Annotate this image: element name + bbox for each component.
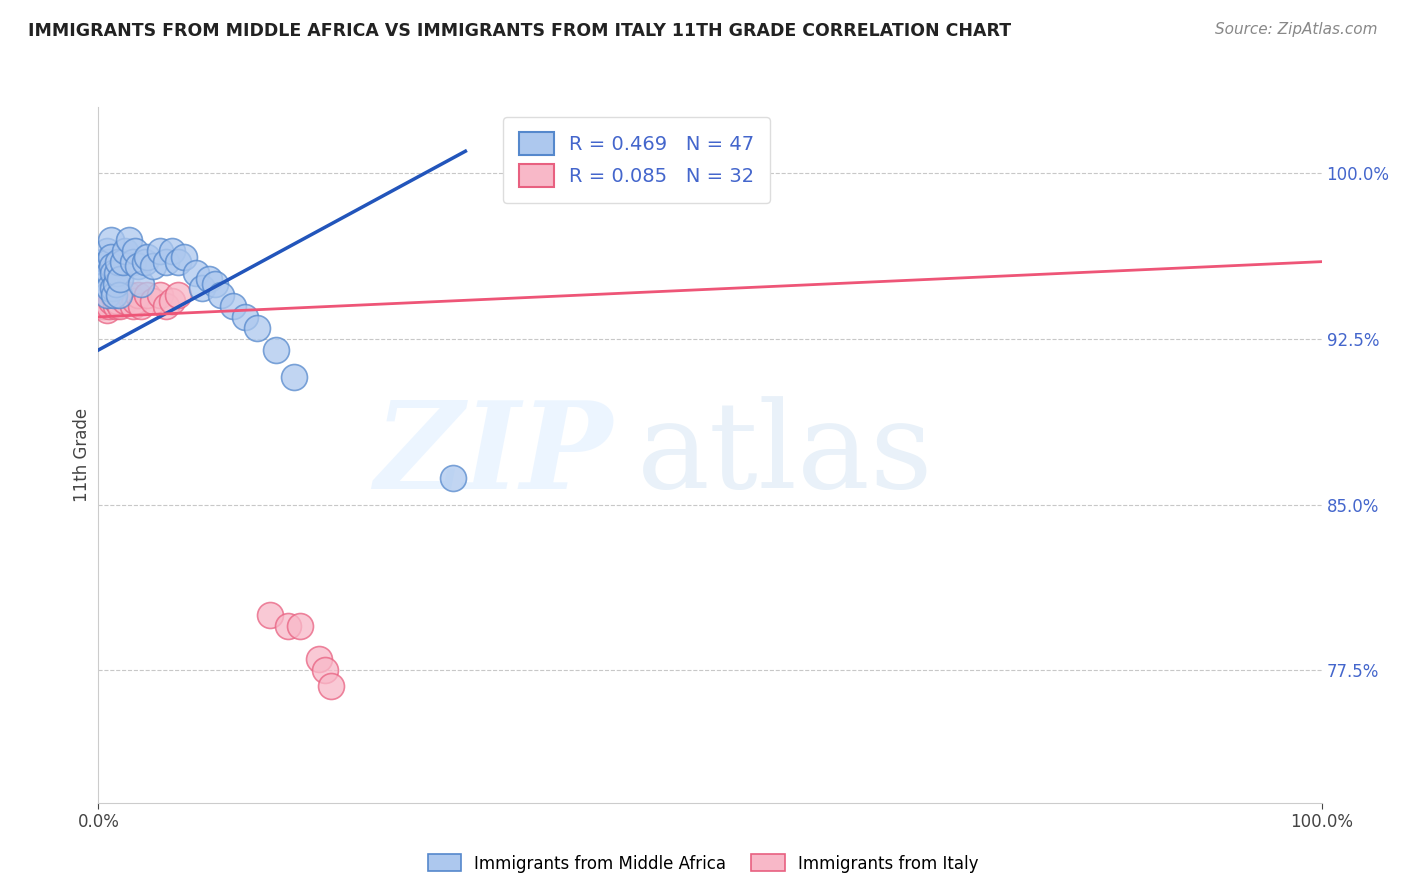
Point — [209, 287, 232, 301]
Point — [114, 244, 136, 258]
Point — [108, 287, 131, 301]
Point — [96, 287, 118, 301]
Point — [97, 287, 120, 301]
Point — [91, 266, 114, 280]
Point — [149, 244, 172, 258]
Point — [101, 281, 124, 295]
Point — [110, 272, 132, 286]
Point — [93, 259, 115, 273]
Point — [264, 343, 287, 357]
Point — [222, 299, 245, 313]
Point — [101, 287, 124, 301]
Point — [96, 303, 118, 318]
Point — [167, 287, 190, 301]
Point — [91, 287, 114, 301]
Point — [129, 277, 152, 291]
Point — [246, 321, 269, 335]
Point — [107, 287, 129, 301]
Point — [142, 294, 165, 309]
Point — [233, 310, 256, 324]
Point — [93, 272, 115, 286]
Point — [104, 277, 127, 291]
Point — [111, 287, 134, 301]
Point — [142, 259, 165, 273]
Point — [118, 287, 141, 301]
Point — [283, 369, 305, 384]
Point — [91, 299, 114, 313]
Text: IMMIGRANTS FROM MIDDLE AFRICA VS IMMIGRANTS FROM ITALY 11TH GRADE CORRELATION CH: IMMIGRANTS FROM MIDDLE AFRICA VS IMMIGRA… — [28, 22, 1011, 40]
Point — [124, 244, 146, 258]
Point — [101, 259, 124, 273]
Point — [93, 299, 115, 313]
Point — [134, 254, 156, 268]
Point — [173, 250, 195, 264]
Point — [100, 250, 122, 264]
Point — [111, 254, 134, 268]
Point — [204, 277, 226, 291]
Point — [98, 281, 121, 295]
Point — [160, 294, 183, 309]
Point — [100, 294, 122, 309]
Point — [107, 254, 129, 268]
Text: ZIP: ZIP — [374, 396, 612, 514]
Point — [100, 233, 122, 247]
Point — [160, 244, 183, 258]
Point — [319, 679, 342, 693]
Point — [110, 299, 132, 313]
Point — [314, 663, 336, 677]
Point — [167, 254, 190, 268]
Point — [129, 299, 152, 313]
Point — [259, 608, 281, 623]
Point — [136, 287, 159, 301]
Y-axis label: 11th Grade: 11th Grade — [73, 408, 91, 502]
Point — [121, 254, 143, 268]
Legend: Immigrants from Middle Africa, Immigrants from Italy: Immigrants from Middle Africa, Immigrant… — [420, 847, 986, 880]
Point — [127, 287, 149, 301]
Point — [94, 277, 117, 291]
Legend: R = 0.469   N = 47, R = 0.085   N = 32: R = 0.469 N = 47, R = 0.085 N = 32 — [503, 117, 770, 202]
Point — [191, 281, 214, 295]
Point — [103, 287, 125, 301]
Point — [105, 294, 128, 309]
Point — [105, 266, 128, 280]
Point — [186, 266, 208, 280]
Point — [121, 299, 143, 313]
Point — [118, 233, 141, 247]
Point — [98, 266, 121, 280]
Point — [155, 254, 177, 268]
Point — [155, 299, 177, 313]
Text: atlas: atlas — [637, 396, 934, 514]
Point — [97, 254, 120, 268]
Point — [441, 471, 464, 485]
Point — [127, 259, 149, 273]
Point — [94, 294, 117, 309]
Point — [101, 266, 124, 280]
Point — [104, 299, 127, 313]
Point — [96, 244, 118, 258]
Point — [308, 652, 330, 666]
Point — [114, 294, 136, 309]
Point — [98, 299, 121, 313]
Point — [290, 619, 312, 633]
Point — [91, 254, 114, 268]
Point — [136, 250, 159, 264]
Point — [149, 287, 172, 301]
Point — [124, 294, 146, 309]
Point — [197, 272, 219, 286]
Point — [277, 619, 299, 633]
Text: Source: ZipAtlas.com: Source: ZipAtlas.com — [1215, 22, 1378, 37]
